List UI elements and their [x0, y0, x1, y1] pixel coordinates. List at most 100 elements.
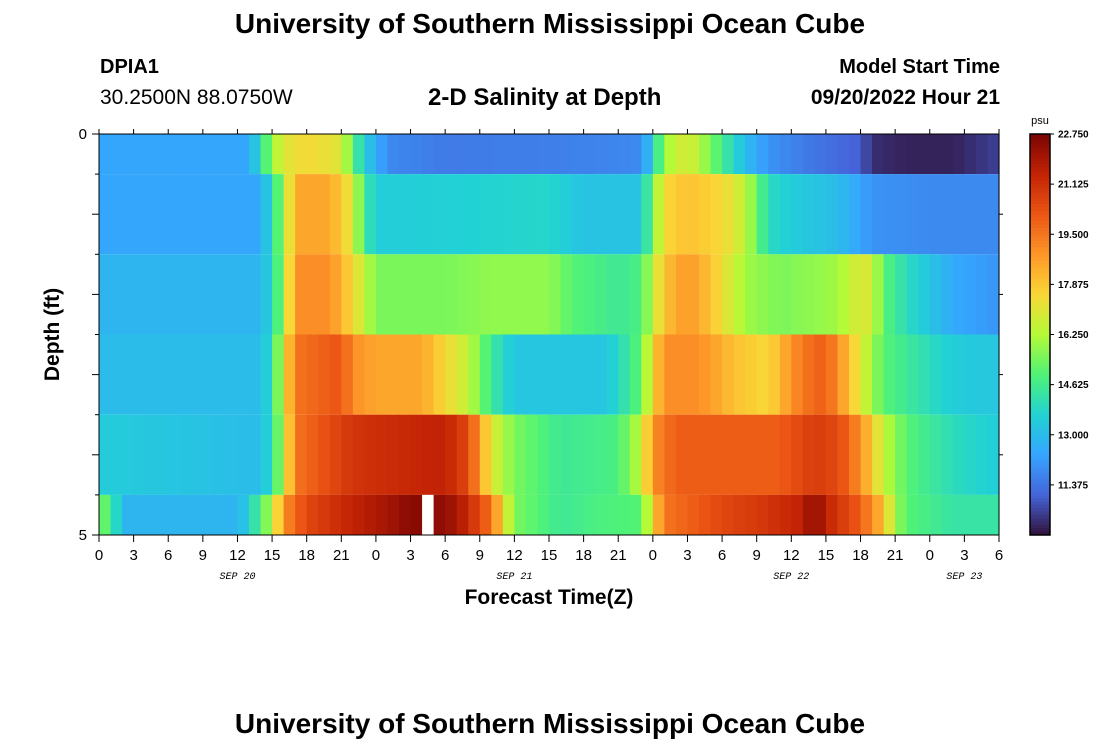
heatmap-cell	[664, 134, 677, 175]
colorbar-segment	[1030, 514, 1050, 519]
heatmap-cell	[364, 134, 377, 175]
heatmap-cell	[572, 414, 585, 495]
heatmap-cell	[872, 174, 885, 255]
x-tick-label: 3	[683, 547, 691, 564]
heatmap-cell	[595, 414, 608, 495]
date-label: SEP 23	[946, 572, 982, 583]
colorbar-segment	[1030, 237, 1050, 242]
heatmap-cell	[318, 174, 331, 255]
heatmap-cell	[433, 494, 446, 535]
colorbar-segment	[1030, 274, 1050, 279]
heatmap-cell	[214, 134, 227, 175]
x-tick-label: 6	[718, 547, 726, 564]
heatmap-cell	[918, 134, 931, 175]
heatmap-cell	[306, 414, 319, 495]
colorbar-segment	[1030, 137, 1050, 142]
heatmap-cell	[352, 414, 365, 495]
heatmap-cell	[249, 174, 262, 255]
colorbar-segment	[1030, 421, 1050, 426]
heatmap-cell	[133, 334, 146, 415]
heatmap-cell	[975, 254, 989, 335]
heatmap-cell	[145, 254, 158, 335]
heatmap-cell	[410, 334, 423, 415]
colorbar-segment	[1030, 144, 1050, 148]
heatmap-cell	[179, 254, 192, 335]
x-tick-label: 9	[199, 547, 207, 564]
colorbar-segment	[1030, 351, 1050, 356]
heatmap-cell	[687, 254, 700, 335]
heatmap-cell	[99, 134, 112, 175]
heatmap-cell	[756, 174, 769, 255]
x-tick-label: 12	[506, 547, 523, 564]
heatmap-cell	[699, 334, 712, 415]
heatmap-cell	[99, 334, 112, 415]
heatmap-cell	[502, 254, 515, 335]
colorbar-segment	[1030, 511, 1050, 516]
heatmap-cell	[399, 334, 412, 415]
heatmap-cell	[699, 254, 712, 335]
heatmap-cell	[237, 414, 250, 495]
heatmap-cell	[202, 174, 215, 255]
x-tick-label: 0	[372, 547, 380, 564]
heatmap-cell	[329, 254, 342, 335]
heatmap-cell	[952, 494, 965, 535]
heatmap-cell	[710, 494, 723, 535]
station-id: DPIA1	[100, 56, 159, 78]
heatmap-cell	[225, 494, 239, 535]
heatmap-cell	[260, 174, 273, 255]
heatmap-cell	[722, 174, 735, 255]
colorbar-segment	[1030, 257, 1050, 262]
heatmap-cell	[491, 414, 504, 495]
heatmap-cell	[699, 494, 712, 535]
x-tick-label: 18	[575, 547, 592, 564]
heatmap-cell	[814, 254, 827, 335]
heatmap-cell	[514, 174, 527, 255]
heatmap-cell	[456, 134, 469, 175]
heatmap-cell	[941, 174, 954, 255]
colorbar-segment	[1030, 307, 1050, 312]
heatmap-cell	[295, 494, 308, 535]
heatmap-cell	[341, 334, 354, 415]
heatmap-cell	[560, 134, 573, 175]
x-tick-label: 12	[229, 547, 246, 564]
x-tick-label: 21	[610, 547, 627, 564]
colorbar-tick-label: 11.375	[1058, 480, 1088, 491]
heatmap-cell	[99, 254, 112, 335]
heatmap-cell	[687, 134, 700, 175]
colorbar-segment	[1030, 521, 1050, 526]
colorbar-segment	[1030, 220, 1050, 225]
heatmap-cell	[883, 494, 896, 535]
heatmap-cell	[422, 334, 435, 415]
colorbar-segment	[1030, 494, 1050, 499]
y-tick-label: 5	[79, 527, 87, 544]
heatmap-cell	[306, 134, 319, 175]
heatmap-cell	[341, 494, 354, 535]
heatmap-cell	[722, 494, 735, 535]
heatmap-cell	[987, 414, 1000, 495]
colorbar-tick-label: 17.875	[1058, 280, 1089, 291]
heatmap-cell	[699, 174, 712, 255]
heatmap-cell	[929, 334, 942, 415]
colorbar-segment	[1030, 301, 1050, 305]
heatmap-cell	[906, 494, 919, 535]
heatmap-cell	[560, 494, 573, 535]
colorbar-segment	[1030, 367, 1050, 372]
colorbar-tick-label: 21.125	[1058, 180, 1089, 191]
colorbar-segment	[1030, 170, 1050, 175]
heatmap-cell	[249, 134, 262, 175]
heatmap-cell	[318, 254, 331, 335]
heatmap-cell	[745, 334, 758, 415]
heatmap-cell	[975, 494, 989, 535]
colorbar-segment	[1030, 418, 1050, 422]
heatmap-cell	[964, 334, 977, 415]
heatmap-cell	[468, 494, 481, 535]
colorbar-segment	[1030, 377, 1050, 382]
heatmap-cell	[652, 254, 665, 335]
heatmap-cell	[687, 174, 700, 255]
heatmap-cell	[825, 334, 839, 415]
x-tick-label: 6	[164, 547, 172, 564]
heatmap-cell	[791, 414, 804, 495]
colorbar-segment	[1030, 174, 1050, 178]
heatmap-cell	[572, 254, 585, 335]
heatmap-cell	[272, 134, 285, 175]
